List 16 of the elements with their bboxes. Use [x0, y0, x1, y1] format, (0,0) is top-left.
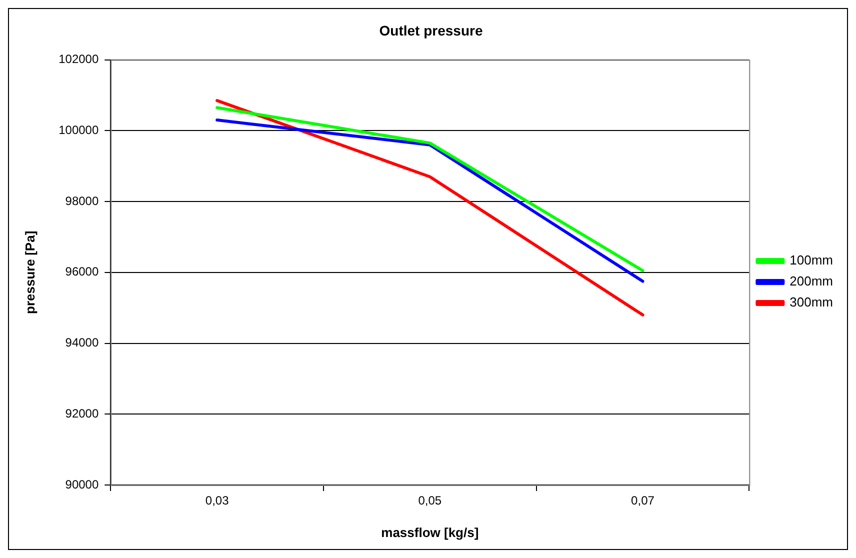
- x-tick-label: 0,05: [418, 494, 442, 508]
- legend-label: 200mm: [790, 274, 834, 289]
- y-tick-label: 102000: [58, 52, 99, 66]
- y-tick-label: 96000: [65, 264, 99, 279]
- legend-label: 100mm: [790, 252, 834, 268]
- y-tick-label: 94000: [65, 336, 99, 350]
- legend-label: 300mm: [790, 294, 834, 310]
- y-axis-title: pressure [Pa]: [22, 230, 38, 314]
- y-tick-label: 98000: [65, 194, 99, 208]
- chart-title: Outlet pressure: [379, 22, 483, 38]
- y-tick-label: 100000: [58, 122, 99, 137]
- y-tick-label: 90000: [65, 477, 99, 492]
- x-tick-label: 0,07: [631, 494, 655, 508]
- x-tick-label: 0,03: [205, 494, 230, 508]
- x-axis-title: massflow [kg/s]: [381, 524, 479, 540]
- y-tick-label: 92000: [65, 406, 99, 420]
